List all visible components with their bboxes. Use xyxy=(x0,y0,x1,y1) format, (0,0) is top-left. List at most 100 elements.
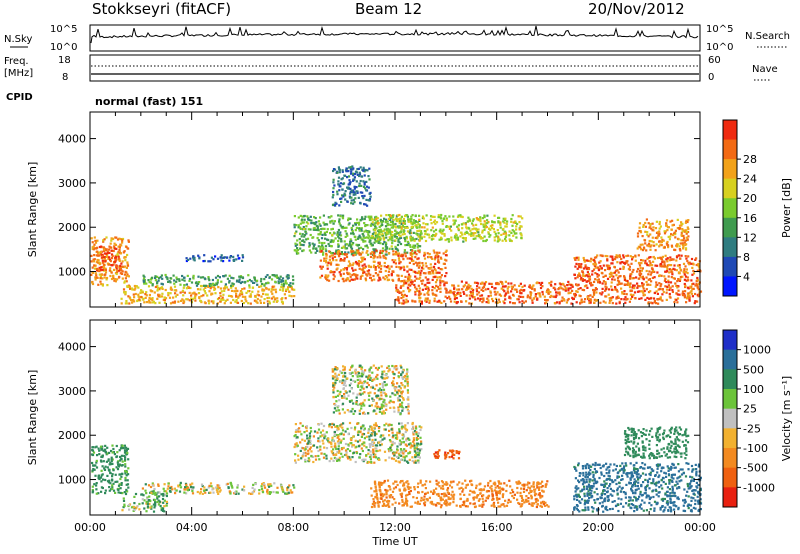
range-cell xyxy=(294,232,297,235)
range-cell xyxy=(452,284,455,287)
range-cell xyxy=(314,251,317,254)
range-cell xyxy=(329,232,332,235)
range-cell xyxy=(112,263,115,266)
range-cell xyxy=(317,233,320,236)
range-cell xyxy=(100,469,103,472)
range-cell xyxy=(658,227,661,230)
range-cell xyxy=(522,301,525,304)
range-cell xyxy=(596,266,599,269)
range-cell xyxy=(604,269,607,272)
range-cell xyxy=(146,503,149,506)
range-cell xyxy=(416,264,419,267)
range-cell xyxy=(341,169,344,172)
range-cell xyxy=(397,240,400,243)
range-cell xyxy=(321,244,324,247)
range-cell xyxy=(292,282,295,285)
range-cell xyxy=(617,281,620,284)
range-cell xyxy=(286,274,289,277)
range-cell xyxy=(351,231,355,235)
range-cell xyxy=(353,187,356,190)
range-cell xyxy=(126,261,129,264)
range-cell xyxy=(395,236,398,240)
range-cell xyxy=(123,280,127,283)
range-cell xyxy=(323,241,326,245)
range-cell xyxy=(575,262,578,265)
range-cell xyxy=(317,449,320,453)
range-cell xyxy=(241,288,244,291)
range-cell xyxy=(483,228,486,231)
range-cell xyxy=(520,236,523,240)
range-cell xyxy=(151,492,154,495)
range-cell xyxy=(388,429,391,432)
range-cell xyxy=(367,186,370,189)
range-cell xyxy=(217,492,220,495)
range-cell xyxy=(392,380,395,383)
range-cell xyxy=(389,232,392,235)
range-cell xyxy=(110,249,113,252)
range-cell xyxy=(483,223,486,226)
range-cell xyxy=(671,233,674,237)
range-cell xyxy=(399,217,402,220)
range-cell xyxy=(489,224,492,228)
range-cell xyxy=(399,235,402,238)
range-cell xyxy=(671,273,674,276)
range-cell xyxy=(358,439,362,442)
range-cell xyxy=(364,215,367,218)
range-cell xyxy=(504,280,507,283)
range-cell xyxy=(657,288,660,291)
range-cell xyxy=(398,301,401,304)
range-cell xyxy=(435,232,438,235)
range-cell xyxy=(683,241,686,244)
range-cell xyxy=(230,485,233,488)
range-cell xyxy=(95,261,98,264)
range-cell xyxy=(105,236,108,239)
range-cell xyxy=(691,283,694,286)
range-cell xyxy=(406,243,409,246)
range-cell xyxy=(365,454,368,457)
range-cell xyxy=(399,261,402,264)
noise-tick-left-top: 10^5 xyxy=(50,24,77,35)
range-cell xyxy=(397,257,401,260)
range-cell xyxy=(342,422,345,425)
range-cell xyxy=(573,273,576,276)
range-cell xyxy=(591,270,594,273)
range-cell xyxy=(552,295,555,298)
range-cell xyxy=(296,436,299,439)
range-cell xyxy=(109,260,112,263)
range-cell xyxy=(359,179,362,183)
range-cell xyxy=(545,290,548,294)
range-cell xyxy=(127,275,130,278)
range-cell xyxy=(522,295,525,299)
range-cell xyxy=(264,293,267,296)
range-cell xyxy=(641,275,644,278)
range-cell xyxy=(121,237,125,241)
range-cell xyxy=(373,434,377,437)
range-cell xyxy=(331,422,334,425)
range-cell xyxy=(98,477,101,480)
range-cell xyxy=(669,256,672,259)
range-cell xyxy=(361,268,364,271)
range-cell xyxy=(435,271,438,275)
range-cell xyxy=(371,371,374,374)
range-cell xyxy=(399,450,402,454)
range-cell xyxy=(379,242,382,245)
range-cell xyxy=(515,288,518,291)
range-cell xyxy=(625,261,628,264)
range-cell xyxy=(276,486,279,489)
range-cell xyxy=(374,240,377,243)
range-cell xyxy=(555,301,559,304)
range-cell xyxy=(479,297,482,300)
range-cell xyxy=(288,294,291,297)
range-cell xyxy=(566,299,569,302)
range-cell xyxy=(658,232,661,235)
range-cell xyxy=(284,281,287,284)
range-cell xyxy=(106,284,109,287)
range-cell xyxy=(338,271,341,274)
range-cell xyxy=(425,300,428,303)
range-cell xyxy=(692,269,695,272)
range-cell xyxy=(337,279,340,283)
range-cell xyxy=(628,265,631,268)
range-cell xyxy=(200,284,203,288)
range-cell xyxy=(175,276,178,279)
range-cell xyxy=(124,291,127,294)
